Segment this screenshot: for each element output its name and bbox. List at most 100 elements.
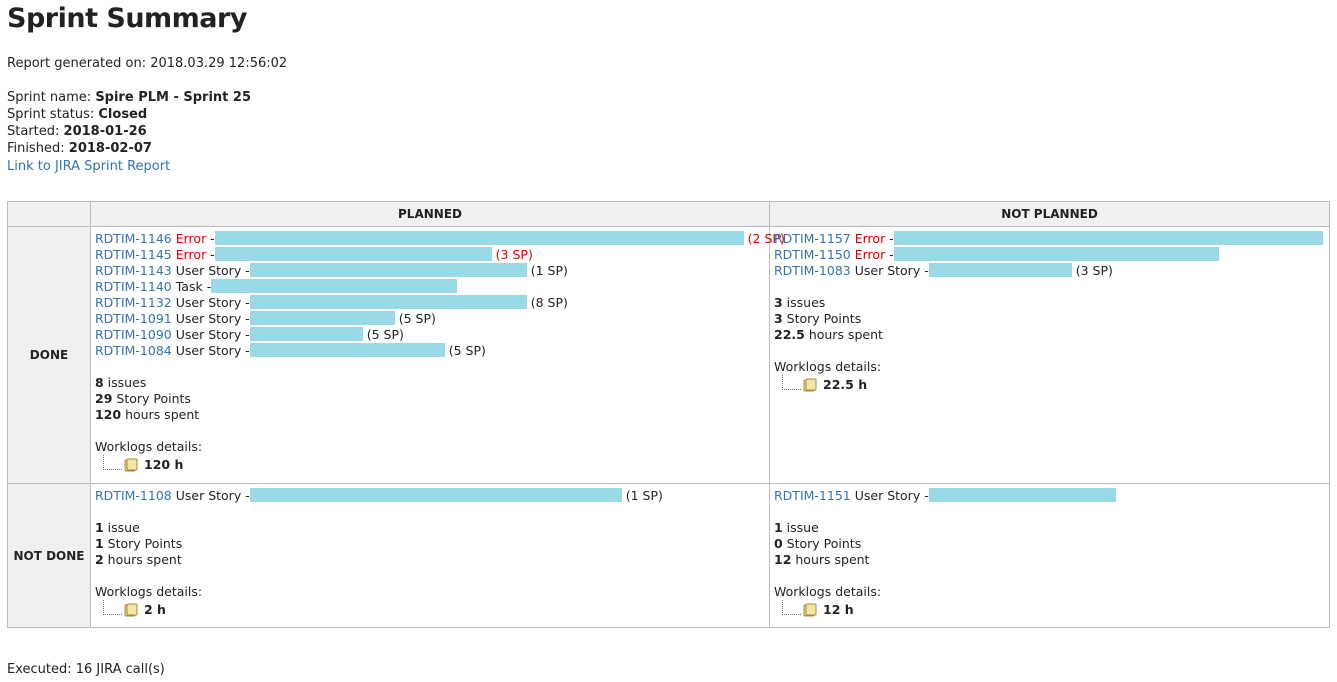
issue-key-link[interactable]: RDTIM-1151 xyxy=(774,488,851,503)
spacer xyxy=(774,504,1325,520)
hours-spent-label: hours spent xyxy=(103,552,182,567)
hours-spent-label: hours spent xyxy=(121,407,200,422)
story-points: (1 SP) xyxy=(625,488,663,503)
issue-key-link[interactable]: RDTIM-1090 xyxy=(95,327,172,342)
issue-separator: - xyxy=(241,311,250,326)
col-not-planned: NOT PLANNED xyxy=(769,201,1330,227)
issue-summary-bar xyxy=(928,488,1116,502)
cell-done-planned: RDTIM-1146 Error - (2 SP) RDTIM-1145 Erro… xyxy=(90,226,785,484)
issue-summary-bar xyxy=(214,231,744,245)
worklog-tree-node[interactable]: 22.5 h xyxy=(774,374,1325,395)
sprint-name: Sprint name: Spire PLM - Sprint 25 xyxy=(7,90,251,105)
issue-summary-bar xyxy=(928,263,1072,277)
spacer xyxy=(774,568,1325,584)
worklog-hours: 120 h xyxy=(144,457,184,472)
issue-row: RDTIM-1091 User Story - (5 SP) xyxy=(95,311,765,327)
issue-key-link[interactable]: RDTIM-1157 xyxy=(774,231,851,246)
tree-connector xyxy=(782,374,801,390)
sprint-summary-table: PLANNED NOT PLANNED DONE RDTIM-1146 Erro… xyxy=(7,201,1330,628)
sprint-status: Sprint status: Closed xyxy=(7,107,147,122)
worklogs-details-label: Worklogs details: xyxy=(95,439,203,454)
cell-not-done-not-planned: RDTIM-1151 User Story - 1 issue 0 Story Po… xyxy=(769,483,1330,628)
issues-count-label: issues xyxy=(103,375,147,390)
issue-summary-bar xyxy=(214,247,492,261)
tree-connector xyxy=(103,454,122,470)
issue-type: User Story xyxy=(175,311,242,326)
story-points-total: 0 Story Points xyxy=(774,536,1325,552)
jira-sprint-report-link[interactable]: Link to JIRA Sprint Report xyxy=(7,159,171,174)
issue-row: RDTIM-1143 User Story - (1 SP) xyxy=(95,263,765,279)
issue-row: RDTIM-1146 Error - (2 SP) xyxy=(95,231,785,247)
issue-type: User Story xyxy=(175,488,242,503)
issue-separator: - xyxy=(241,295,250,310)
story-points-label: Story Points xyxy=(782,536,862,551)
hours-spent-value: 2 xyxy=(95,552,104,567)
story-points-value: 3 xyxy=(774,311,783,326)
cell-not-done-planned: RDTIM-1108 User Story - (1 SP) 1 issue 1 S… xyxy=(90,483,770,628)
story-points: (5 SP) xyxy=(448,343,486,358)
issues-count-value: 3 xyxy=(774,295,783,310)
issue-type: User Story xyxy=(854,263,921,278)
issue-type: Error xyxy=(175,247,207,262)
spacer xyxy=(95,504,765,520)
issue-row: RDTIM-1140 Task - xyxy=(95,279,765,295)
sprint-name-label: Sprint name: xyxy=(7,90,96,105)
story-points: (5 SP) xyxy=(366,327,404,342)
hours-spent-value: 22.5 xyxy=(774,327,805,342)
sprint-status-value: Closed xyxy=(98,107,148,122)
issues-count: 8 issues xyxy=(95,375,765,391)
issue-separator: - xyxy=(241,488,250,503)
issues-count: 3 issues xyxy=(774,295,1325,311)
story-points-value: 29 xyxy=(95,391,113,406)
issue-row: RDTIM-1132 User Story - (8 SP) xyxy=(95,295,765,311)
issue-type: User Story xyxy=(175,343,242,358)
issues-count: 1 issue xyxy=(774,520,1325,536)
spacer xyxy=(774,343,1325,359)
issue-separator: - xyxy=(202,279,212,294)
issue-summary-bar xyxy=(893,231,1323,245)
worklogs-details-label: Worklogs details: xyxy=(95,584,203,599)
issue-summary-bar xyxy=(249,327,363,341)
story-points-label: Story Points xyxy=(103,536,183,551)
issue-key-link[interactable]: RDTIM-1084 xyxy=(95,343,172,358)
spacer xyxy=(95,359,765,375)
issue-key-link[interactable]: RDTIM-1145 xyxy=(95,247,172,262)
cell-done-not-planned: RDTIM-1157 Error - RDTIM-1150 Error - RDTI… xyxy=(769,226,1330,484)
hours-spent-value: 12 xyxy=(774,552,792,567)
worklogs-details-label: Worklogs details: xyxy=(774,359,882,374)
sprint-finished: Finished: 2018-02-07 xyxy=(7,141,152,156)
issue-key-link[interactable]: RDTIM-1150 xyxy=(774,247,851,262)
issue-key-link[interactable]: RDTIM-1091 xyxy=(95,311,172,326)
spacer xyxy=(95,568,765,584)
issue-type: User Story xyxy=(175,263,242,278)
issue-key-link[interactable]: RDTIM-1140 xyxy=(95,279,172,294)
issue-summary-bar xyxy=(249,488,622,502)
worklog-tree-node[interactable]: 2 h xyxy=(95,599,765,620)
issue-key-link[interactable]: RDTIM-1146 xyxy=(95,231,172,246)
issue-key-link[interactable]: RDTIM-1108 xyxy=(95,488,172,503)
worklog-tree-node[interactable]: 120 h xyxy=(95,454,765,475)
issue-summary-bar xyxy=(249,263,527,277)
issue-separator: - xyxy=(920,263,929,278)
issue-key-link[interactable]: RDTIM-1143 xyxy=(95,263,172,278)
issue-key-link[interactable]: RDTIM-1132 xyxy=(95,295,172,310)
worklogs-details-label: Worklogs details: xyxy=(774,584,882,599)
issue-row: RDTIM-1083 User Story - (3 SP) xyxy=(774,263,1325,279)
row-done: DONE RDTIM-1146 Error - (2 SP) RDTIM-1145… xyxy=(7,226,1330,484)
worklog-hours: 12 h xyxy=(823,602,854,617)
report-generated-value: 2018.03.29 12:56:02 xyxy=(150,56,288,71)
story-points: (2 SP) xyxy=(747,231,785,246)
worklog-hours: 2 h xyxy=(144,602,166,617)
story-points: (1 SP) xyxy=(530,263,568,278)
issue-type: User Story xyxy=(175,327,242,342)
table-header-row: PLANNED NOT PLANNED xyxy=(7,201,1330,227)
issue-separator: - xyxy=(241,327,250,342)
issue-separator: - xyxy=(920,488,929,503)
issue-separator: - xyxy=(206,247,215,262)
issues-count-label: issue xyxy=(782,520,819,535)
issue-key-link[interactable]: RDTIM-1083 xyxy=(774,263,851,278)
worklog-tree-node[interactable]: 12 h xyxy=(774,599,1325,620)
sprint-finished-label: Finished: xyxy=(7,141,69,156)
issue-row: RDTIM-1090 User Story - (5 SP) xyxy=(95,327,765,343)
story-points-value: 0 xyxy=(774,536,783,551)
